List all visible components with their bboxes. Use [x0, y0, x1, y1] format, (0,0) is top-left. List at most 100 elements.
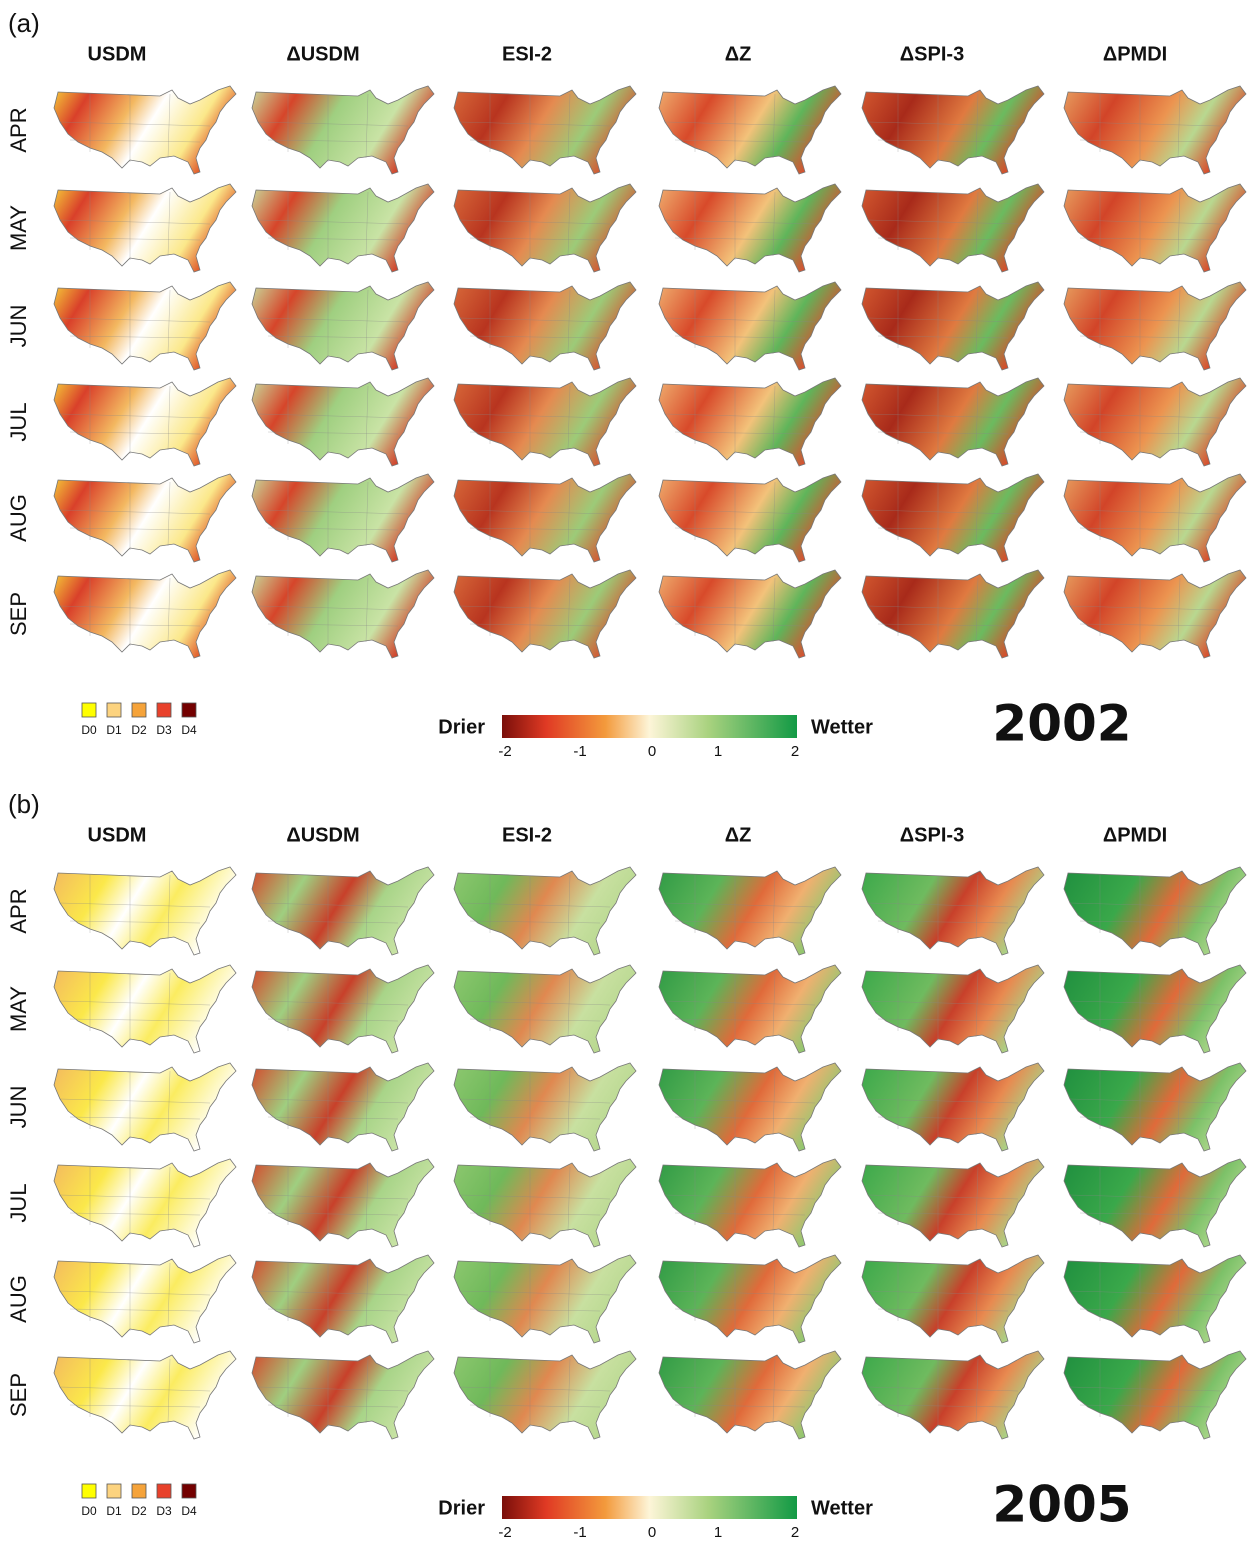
us-outline [53, 866, 237, 956]
state-border [459, 1098, 611, 1104]
us-outline [453, 377, 637, 467]
map [658, 473, 842, 563]
legend-label: D1 [106, 1504, 122, 1518]
map [861, 1254, 1045, 1344]
state-border [365, 577, 369, 643]
column-header: ESI-2 [502, 43, 552, 65]
state-border [567, 481, 571, 547]
us-outline [453, 1254, 637, 1344]
us-outline [861, 1158, 1045, 1248]
us-outline [861, 1254, 1045, 1344]
us-outline [453, 1062, 637, 1152]
state-border [867, 902, 1019, 908]
map [53, 1254, 237, 1344]
state-border [1177, 1262, 1181, 1328]
state-border [365, 1070, 369, 1136]
map [453, 964, 637, 1054]
state-border [257, 219, 409, 225]
state-border [59, 1194, 211, 1200]
state-border [69, 237, 201, 241]
map [453, 569, 637, 659]
state-border [167, 1358, 171, 1424]
state-border [1069, 413, 1221, 419]
state-border [1079, 431, 1211, 435]
state-border [469, 139, 601, 143]
state-border [365, 385, 369, 451]
state-border [877, 623, 1009, 627]
us-outline [861, 377, 1045, 467]
map [453, 377, 637, 467]
map [658, 1158, 842, 1248]
us-outline [658, 281, 842, 371]
state-border [257, 1098, 409, 1104]
state-border [1177, 577, 1181, 643]
state-border [867, 1098, 1019, 1104]
map [861, 473, 1045, 563]
state-border [69, 335, 201, 339]
map [251, 1350, 435, 1440]
state-border [674, 139, 806, 143]
map [53, 1062, 237, 1152]
state-border [975, 191, 979, 257]
us-outline [251, 1254, 435, 1344]
state-border [867, 605, 1019, 611]
state-border [877, 431, 1009, 435]
state-border [1069, 121, 1221, 127]
state-border [257, 605, 409, 611]
state-border [567, 1166, 571, 1232]
us-outline [251, 377, 435, 467]
state-border [674, 237, 806, 241]
map [251, 1062, 435, 1152]
state-border [1069, 1290, 1221, 1296]
state-border [459, 1290, 611, 1296]
map [251, 85, 435, 175]
column-header: USDM [88, 43, 147, 65]
map [861, 964, 1045, 1054]
state-border [1079, 1116, 1211, 1120]
map [251, 1254, 435, 1344]
state-border [69, 1018, 201, 1022]
us-outline [453, 183, 637, 273]
state-border [267, 1404, 399, 1408]
column-header: ΔPMDI [1103, 43, 1167, 65]
us-outline [658, 473, 842, 563]
state-border [772, 972, 776, 1038]
state-border [69, 1308, 201, 1312]
column-header: ΔPMDI [1103, 824, 1167, 846]
map [1063, 377, 1247, 467]
legend-label: D2 [131, 1504, 147, 1518]
map [1063, 1158, 1247, 1248]
column-header: USDM [88, 824, 147, 846]
state-border [877, 1404, 1009, 1408]
state-border [59, 317, 211, 323]
us-outline [251, 183, 435, 273]
column-header: ΔZ [725, 824, 752, 846]
row-label: APR [6, 888, 31, 933]
us-outline [53, 1350, 237, 1440]
map [453, 183, 637, 273]
state-border [459, 509, 611, 515]
legend-swatch [106, 1483, 122, 1499]
state-border [459, 1194, 611, 1200]
state-border [69, 1212, 201, 1216]
state-border [975, 385, 979, 451]
legend-label: D4 [181, 1504, 197, 1518]
state-border [772, 481, 776, 547]
state-border [674, 623, 806, 627]
us-outline [658, 1350, 842, 1440]
state-border [664, 1098, 816, 1104]
state-border [877, 335, 1009, 339]
state-border [567, 874, 571, 940]
state-border [664, 121, 816, 127]
state-border [1177, 1070, 1181, 1136]
colorbar-low-label: Drier [438, 1497, 485, 1519]
map [53, 866, 237, 956]
state-border [469, 237, 601, 241]
state-border [267, 1116, 399, 1120]
map [658, 964, 842, 1054]
map [251, 473, 435, 563]
state-border [1079, 139, 1211, 143]
colorbar-tick: 2 [791, 743, 799, 760]
state-border [867, 1290, 1019, 1296]
state-border [267, 920, 399, 924]
